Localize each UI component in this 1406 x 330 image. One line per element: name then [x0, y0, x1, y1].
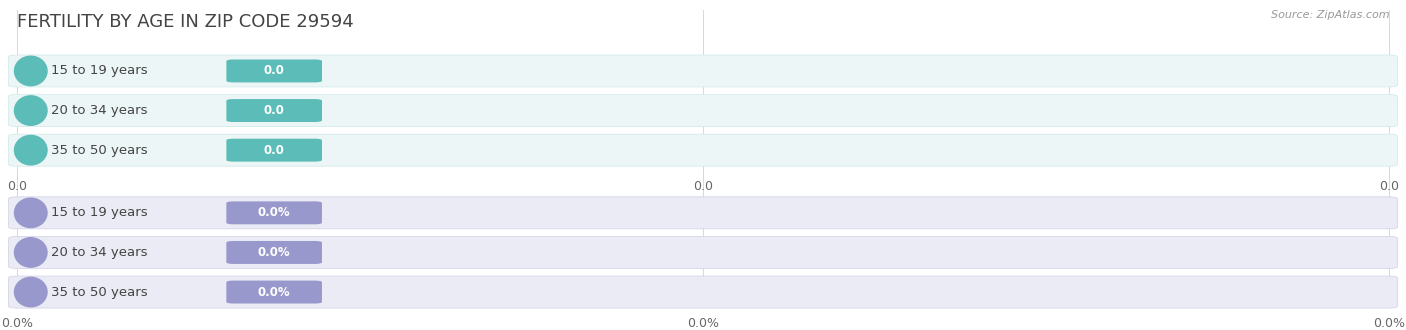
Text: 0.0: 0.0	[693, 180, 713, 193]
FancyBboxPatch shape	[226, 241, 322, 264]
Text: 20 to 34 years: 20 to 34 years	[51, 104, 148, 117]
FancyBboxPatch shape	[226, 201, 322, 224]
Text: 35 to 50 years: 35 to 50 years	[51, 144, 148, 157]
Text: 0.0: 0.0	[7, 180, 27, 193]
FancyBboxPatch shape	[8, 197, 1398, 229]
FancyBboxPatch shape	[226, 280, 322, 304]
Text: 0.0%: 0.0%	[257, 285, 291, 299]
FancyBboxPatch shape	[8, 134, 1398, 166]
FancyBboxPatch shape	[226, 99, 322, 122]
FancyBboxPatch shape	[8, 236, 1398, 269]
Text: 0.0: 0.0	[264, 64, 284, 78]
Text: 15 to 19 years: 15 to 19 years	[51, 206, 148, 219]
Text: 0.0%: 0.0%	[257, 246, 291, 259]
FancyBboxPatch shape	[8, 276, 1398, 308]
Text: 35 to 50 years: 35 to 50 years	[51, 285, 148, 299]
FancyBboxPatch shape	[8, 94, 1398, 126]
Text: 0.0: 0.0	[1379, 180, 1399, 193]
Text: FERTILITY BY AGE IN ZIP CODE 29594: FERTILITY BY AGE IN ZIP CODE 29594	[17, 13, 354, 31]
Text: 20 to 34 years: 20 to 34 years	[51, 246, 148, 259]
Text: 0.0%: 0.0%	[257, 206, 291, 219]
Ellipse shape	[14, 197, 48, 228]
Text: 0.0%: 0.0%	[1, 317, 32, 330]
FancyBboxPatch shape	[8, 55, 1398, 87]
Ellipse shape	[14, 55, 48, 86]
Ellipse shape	[14, 135, 48, 166]
FancyBboxPatch shape	[226, 59, 322, 82]
Text: 0.0: 0.0	[264, 144, 284, 157]
Text: 0.0: 0.0	[264, 104, 284, 117]
Text: Source: ZipAtlas.com: Source: ZipAtlas.com	[1271, 10, 1389, 20]
Ellipse shape	[14, 237, 48, 268]
Ellipse shape	[14, 277, 48, 308]
FancyBboxPatch shape	[226, 139, 322, 162]
Text: 0.0%: 0.0%	[1374, 317, 1405, 330]
Text: 0.0%: 0.0%	[688, 317, 718, 330]
Text: 15 to 19 years: 15 to 19 years	[51, 64, 148, 78]
Ellipse shape	[14, 95, 48, 126]
